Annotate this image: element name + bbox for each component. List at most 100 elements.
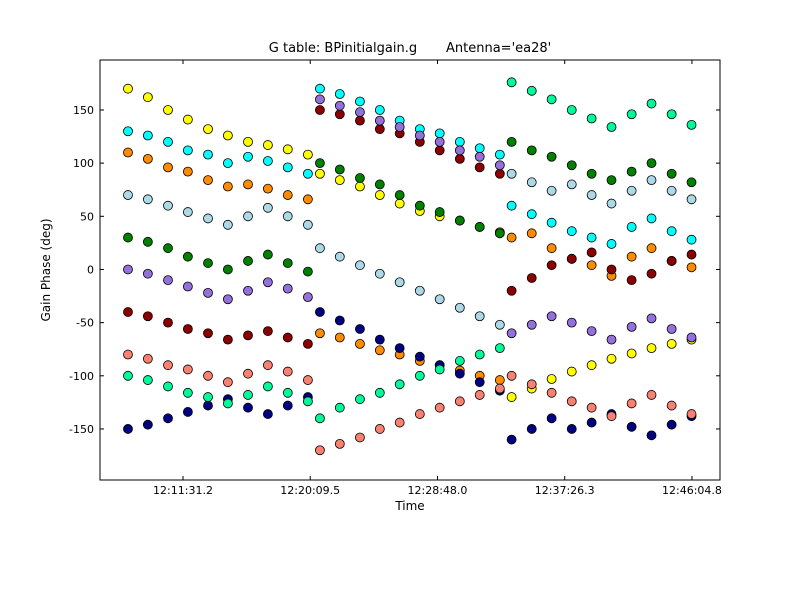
- data-point: [302, 396, 313, 407]
- data-point: [546, 413, 557, 424]
- data-point: [163, 136, 173, 147]
- data-point: [222, 158, 233, 169]
- data-point: [302, 194, 313, 205]
- data-point: [626, 398, 637, 409]
- data-point: [334, 175, 345, 186]
- data-point: [374, 190, 385, 200]
- data-point: [566, 105, 577, 115]
- data-point: [142, 268, 153, 279]
- data-point: [686, 332, 697, 343]
- data-point: [374, 179, 385, 190]
- data-point: [606, 198, 617, 209]
- data-point: [474, 151, 485, 162]
- data-point: [355, 338, 365, 349]
- data-point: [374, 115, 385, 126]
- data-point: [243, 285, 253, 296]
- data-point: [374, 334, 385, 345]
- data-point: [182, 114, 193, 125]
- data-point: [586, 113, 597, 124]
- data-point: [686, 262, 697, 273]
- data-point: [243, 330, 253, 341]
- data-point: [434, 294, 445, 305]
- data-point: [355, 115, 365, 126]
- data-point: [626, 251, 637, 262]
- data-point: [355, 432, 365, 443]
- data-point: [586, 402, 597, 413]
- data-point: [163, 317, 173, 328]
- data-point: [282, 332, 293, 343]
- data-point: [142, 130, 153, 141]
- data-point: [414, 285, 425, 296]
- data-point: [546, 185, 557, 196]
- data-point: [646, 98, 657, 109]
- x-tick-label: 12:37:26.3: [535, 484, 595, 497]
- data-point: [454, 302, 465, 313]
- y-tick-label: 150: [73, 104, 94, 117]
- data-point: [586, 232, 597, 243]
- data-point: [142, 375, 153, 385]
- data-point: [142, 92, 153, 103]
- data-point: [546, 374, 557, 384]
- y-tick-label: -100: [69, 370, 94, 383]
- data-point: [374, 387, 385, 398]
- data-point: [182, 251, 193, 262]
- data-point: [526, 273, 537, 283]
- data-point: [243, 211, 253, 222]
- data-point: [646, 313, 657, 324]
- axes-frame: [99, 59, 721, 481]
- data-point: [606, 353, 617, 364]
- data-point: [566, 160, 577, 171]
- data-point: [123, 349, 133, 360]
- data-point: [626, 166, 637, 177]
- data-point: [414, 130, 425, 141]
- data-point: [494, 383, 505, 394]
- data-point: [282, 211, 293, 222]
- data-point: [666, 419, 677, 430]
- data-point: [494, 375, 505, 385]
- data-point: [526, 85, 537, 96]
- data-point: [282, 162, 293, 173]
- data-point: [222, 264, 233, 275]
- data-point: [182, 364, 193, 375]
- data-point: [686, 234, 697, 245]
- data-point: [454, 368, 465, 379]
- data-point: [414, 409, 425, 419]
- data-point: [203, 370, 213, 381]
- data-point: [526, 177, 537, 188]
- data-point: [566, 226, 577, 237]
- data-point: [646, 158, 657, 169]
- data-point: [394, 343, 405, 354]
- data-point: [586, 326, 597, 337]
- data-point: [203, 392, 213, 402]
- data-point: [243, 136, 253, 147]
- data-point: [494, 160, 505, 171]
- data-point: [302, 219, 313, 230]
- data-point: [163, 275, 173, 286]
- data-point: [315, 307, 325, 317]
- data-point: [262, 277, 273, 288]
- data-point: [626, 348, 637, 359]
- data-point: [666, 256, 677, 266]
- data-point: [606, 239, 617, 249]
- data-point: [282, 283, 293, 294]
- data-point: [123, 307, 133, 317]
- data-point: [474, 311, 485, 322]
- y-tick-label: 0: [87, 263, 94, 276]
- data-point: [334, 100, 345, 111]
- data-point: [606, 264, 617, 275]
- x-tick-label: 12:46:04.8: [662, 484, 722, 497]
- data-point: [282, 366, 293, 377]
- data-point: [686, 177, 697, 188]
- data-point: [203, 124, 213, 135]
- data-point: [282, 144, 293, 155]
- x-tick-label: 12:28:48.0: [408, 484, 468, 497]
- data-point: [646, 175, 657, 186]
- data-point: [222, 294, 233, 305]
- data-point: [123, 232, 133, 243]
- data-point: [334, 315, 345, 326]
- data-point: [646, 343, 657, 354]
- data-point: [414, 370, 425, 381]
- data-point: [646, 243, 657, 254]
- data-point: [506, 392, 517, 402]
